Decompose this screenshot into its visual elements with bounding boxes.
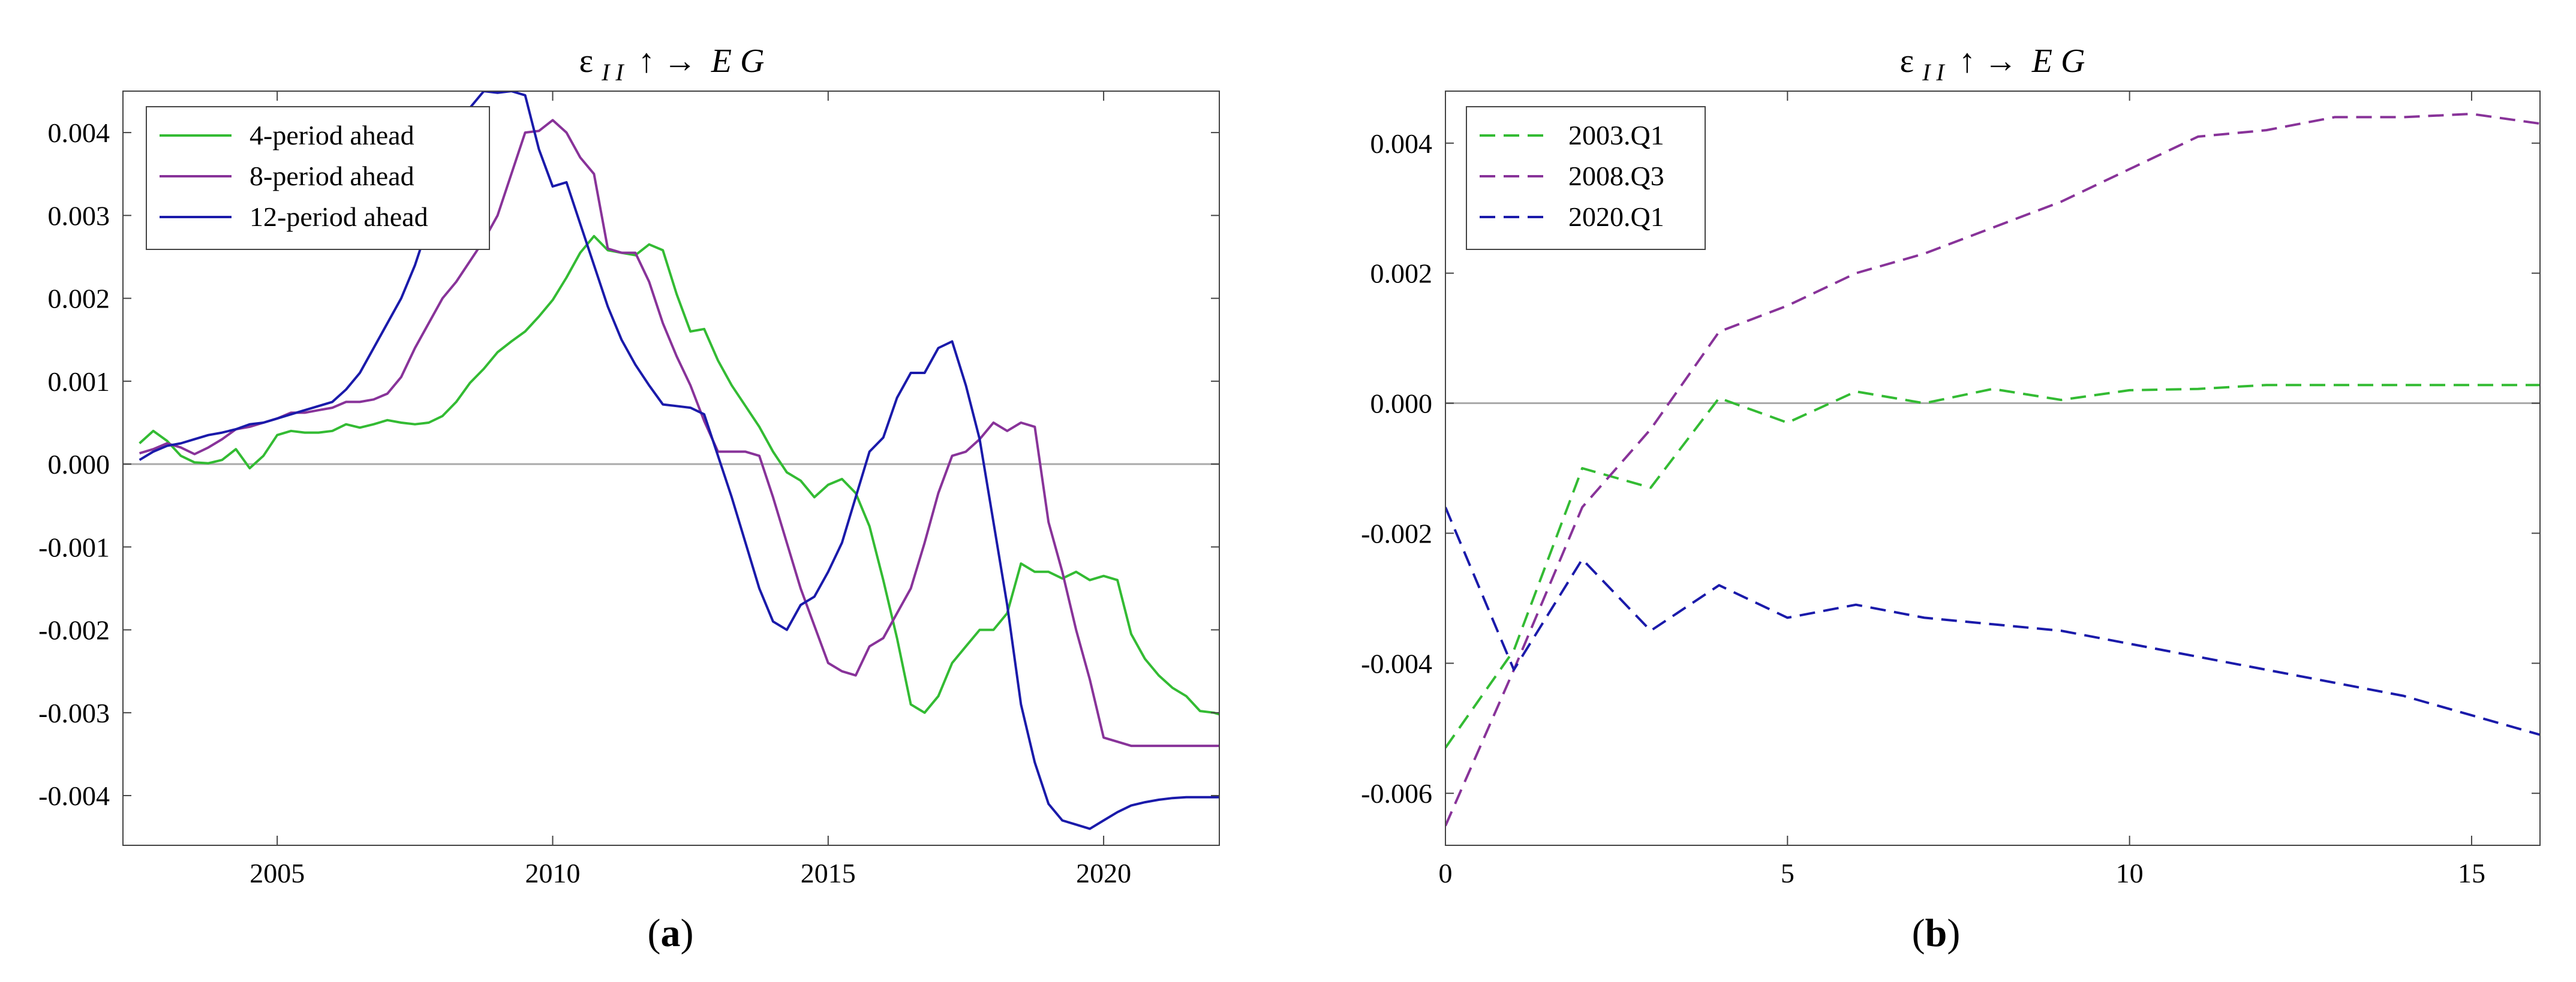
y-tick-label: -0.004 xyxy=(1361,648,1432,679)
panel-b: ε I I ↑ → E G -0.006 -0.004 -0.002 0.000 0.0… xyxy=(1361,43,2541,955)
legend-label: 2008.Q3 xyxy=(1568,161,1664,191)
y-tick-label: 0.000 xyxy=(48,449,110,480)
y-tick-label: 0.002 xyxy=(1370,258,1433,289)
subfigure-close: ) xyxy=(681,911,694,955)
y-tick-label: -0.004 xyxy=(38,781,110,811)
title-arrows: ↑ → xyxy=(638,43,697,80)
y-tick-label: 0.001 xyxy=(48,366,110,397)
x-tick-label: 2005 xyxy=(250,858,305,888)
subfigure-letter: a xyxy=(661,911,681,955)
y-tick-label: -0.003 xyxy=(38,698,110,728)
legend-box xyxy=(146,106,490,250)
subfigure-label-a: (a) xyxy=(648,911,694,955)
legend-label: 2003.Q1 xyxy=(1568,120,1664,150)
legend-label: 12-period ahead xyxy=(250,201,428,232)
y-tick-label: -0.002 xyxy=(1361,518,1432,549)
series-line-2008-q3 xyxy=(1445,113,2540,827)
panel-a-title: ε I I ↑ → E G xyxy=(579,43,765,88)
y-tick-label: 0.002 xyxy=(48,284,110,314)
legend-label: 8-period ahead xyxy=(250,161,414,191)
panel-a: ε I I ↑ → E G -0.004 -0.003 -0.002 -0.001 0.… xyxy=(38,43,1220,955)
subfigure-close: ) xyxy=(1947,911,1960,955)
title-arrows: ↑ → xyxy=(1959,43,2018,80)
subfigure-letter: b xyxy=(1925,911,1947,955)
subfigure-open: ( xyxy=(648,911,661,955)
y-tick-label: -0.002 xyxy=(38,615,110,646)
legend-a: 4-period ahead 8-period ahead 12-period ah… xyxy=(146,106,490,250)
title-subscript: I I xyxy=(1922,59,1945,86)
series-line-2003-q1 xyxy=(1445,384,2540,749)
y-tick-label: 0.003 xyxy=(48,200,110,231)
x-tick-label: 2020 xyxy=(1076,858,1131,888)
title-subscript: I I xyxy=(601,59,624,86)
plot-frame xyxy=(122,91,1220,846)
plot-a: -0.004 -0.003 -0.002 -0.001 0.000 0.001 0.002 0… xyxy=(38,91,1220,888)
plot-frame xyxy=(1445,91,2541,846)
subfigure-open: ( xyxy=(1912,911,1925,955)
title-target: E G xyxy=(711,43,765,80)
y-tick-label: -0.006 xyxy=(1361,778,1432,809)
legend-label: 2020.Q1 xyxy=(1568,201,1664,232)
x-tick-label: 15 xyxy=(2458,858,2485,888)
x-tick-label: 2010 xyxy=(525,858,581,888)
x-tick-label: 2015 xyxy=(801,858,856,888)
series-line-12-period-ahead xyxy=(139,91,1219,830)
y-tick-label: 0.000 xyxy=(1370,388,1433,419)
x-tick-label: 5 xyxy=(1781,858,1795,888)
y-tick-label: 0.004 xyxy=(48,118,110,148)
y-tick-label: 0.004 xyxy=(1370,128,1433,159)
series-line-8-period-ahead xyxy=(139,119,1219,748)
legend-b: 2003.Q1 2008.Q3 2020.Q1 xyxy=(1466,106,1706,250)
title-target: E G xyxy=(2031,43,2085,80)
panel-b-title: ε I I ↑ → E G xyxy=(1900,43,2085,88)
series-line-2020-q1 xyxy=(1445,507,2540,736)
title-epsilon: ε xyxy=(1900,43,1914,80)
y-tick-label: -0.001 xyxy=(38,532,110,562)
x-tick-label: 0 xyxy=(1439,858,1453,888)
series-line-4-period-ahead xyxy=(139,234,1219,716)
subfigure-label-b: (b) xyxy=(1912,911,1961,955)
title-epsilon: ε xyxy=(579,43,594,80)
x-tick-label: 10 xyxy=(2116,858,2144,888)
legend-box xyxy=(1466,106,1706,250)
legend-label: 4-period ahead xyxy=(250,120,414,150)
plot-b: -0.006 -0.004 -0.002 0.000 0.002 0.004 0 5 10 15 xyxy=(1361,91,2541,888)
